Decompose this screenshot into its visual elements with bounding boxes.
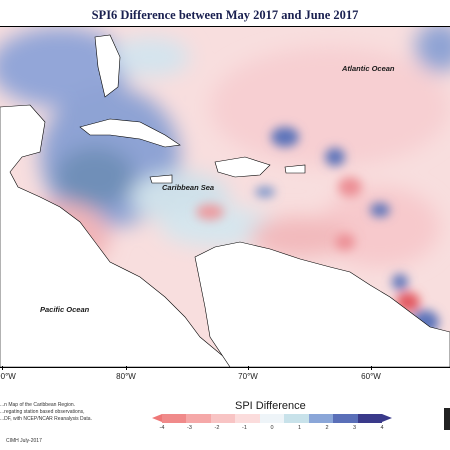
map-canvas bbox=[0, 27, 450, 367]
colorbar bbox=[152, 414, 392, 423]
credits-footer: CIMH July-2017 bbox=[6, 438, 42, 444]
colorbar-tick-label: 2 bbox=[325, 425, 329, 431]
atlantic-ocean-label: Atlantic Ocean bbox=[342, 64, 395, 73]
credits-line: ...regating station based observations, bbox=[0, 409, 85, 415]
colorbar-segment bbox=[357, 414, 382, 423]
map-title: SPI6 Difference between May 2017 and Jun… bbox=[91, 8, 359, 22]
south-america bbox=[194, 241, 450, 367]
lon-tick bbox=[126, 366, 127, 370]
colorbar-segment bbox=[259, 414, 285, 423]
legend-title: SPI Difference bbox=[235, 400, 306, 412]
spi-field-spots bbox=[196, 127, 439, 334]
caribbean-sea-label: Caribbean Sea bbox=[162, 183, 215, 192]
colorbar-tick-label: -1 bbox=[242, 425, 247, 431]
credits-line: ...n Map of the Caribbean Region. bbox=[0, 402, 76, 408]
hispaniola bbox=[214, 156, 271, 178]
corner-logo bbox=[444, 408, 450, 430]
colorbar-segment bbox=[235, 414, 260, 423]
colorbar-segment bbox=[186, 414, 211, 423]
jamaica bbox=[149, 174, 173, 184]
lon-label: 90°W bbox=[0, 372, 16, 381]
credits-text: ...n Map of the Caribbean Region. ...reg… bbox=[0, 402, 140, 423]
lon-tick bbox=[371, 366, 372, 370]
colorbar-tick-label: 1 bbox=[297, 425, 302, 431]
colorbar-tick-label: 0 bbox=[270, 425, 274, 431]
lon-tick bbox=[248, 366, 249, 370]
colorbar-segment bbox=[210, 414, 236, 423]
colorbar-segment bbox=[333, 414, 358, 423]
colorbar-labels: -4 -3 -2 -1 0 1 2 3 4 bbox=[159, 425, 384, 435]
colorbar-tick-label: 4 bbox=[380, 425, 384, 431]
land bbox=[0, 34, 450, 367]
colorbar-segment bbox=[162, 414, 187, 423]
colorbar-arrow-left bbox=[152, 414, 162, 422]
colorbar-segment bbox=[284, 414, 309, 423]
puerto-rico bbox=[284, 164, 306, 174]
colorbar-tick-label: -4 bbox=[159, 425, 165, 431]
credits-line: ...DF, with NCEP/NCAR Reanalysis Data. bbox=[0, 416, 92, 422]
colorbar-tick-label: -2 bbox=[214, 425, 220, 431]
cuba bbox=[79, 118, 181, 148]
lon-tick bbox=[2, 366, 3, 370]
lon-label: 80°W bbox=[116, 372, 136, 381]
colorbar-segment bbox=[308, 414, 334, 423]
colorbar-tick-label: 3 bbox=[352, 425, 357, 431]
colorbar-tick-label: -3 bbox=[187, 425, 192, 431]
pacific-ocean-label: Pacific Ocean bbox=[40, 305, 90, 314]
lon-label: 70°W bbox=[238, 372, 258, 381]
spi-map: Atlantic Ocean Caribbean Sea Pacific Oce… bbox=[0, 26, 450, 368]
florida bbox=[94, 34, 121, 98]
lon-label: 60°W bbox=[361, 372, 381, 381]
colorbar-arrow-right bbox=[381, 414, 392, 422]
